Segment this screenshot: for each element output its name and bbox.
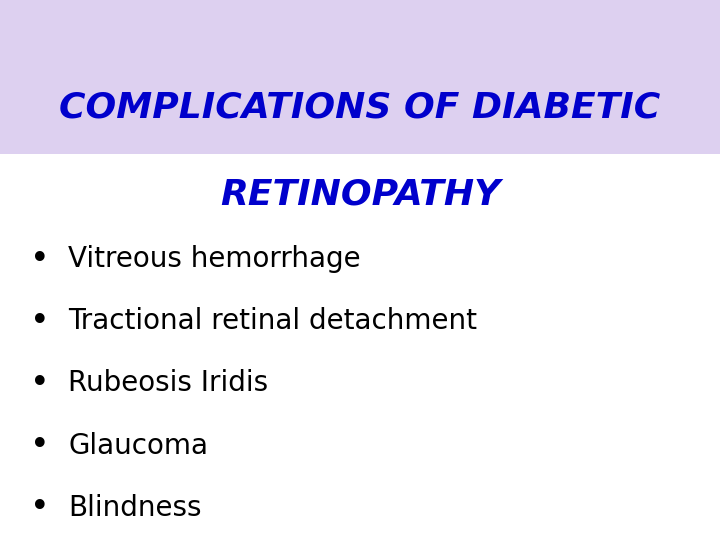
Text: Tractional retinal detachment: Tractional retinal detachment	[68, 307, 477, 335]
Text: COMPLICATIONS OF DIABETIC: COMPLICATIONS OF DIABETIC	[59, 91, 661, 125]
Text: Rubeosis Iridis: Rubeosis Iridis	[68, 369, 269, 397]
Text: Vitreous hemorrhage: Vitreous hemorrhage	[68, 245, 361, 273]
Text: •: •	[30, 305, 50, 338]
Text: RETINOPATHY: RETINOPATHY	[220, 178, 500, 211]
Text: •: •	[30, 429, 50, 462]
Bar	[0, 0, 720, 154]
Text: •: •	[30, 242, 50, 276]
Text: •: •	[30, 367, 50, 400]
Text: Blindness: Blindness	[68, 494, 202, 522]
Text: Glaucoma: Glaucoma	[68, 431, 208, 460]
Text: •: •	[30, 491, 50, 524]
